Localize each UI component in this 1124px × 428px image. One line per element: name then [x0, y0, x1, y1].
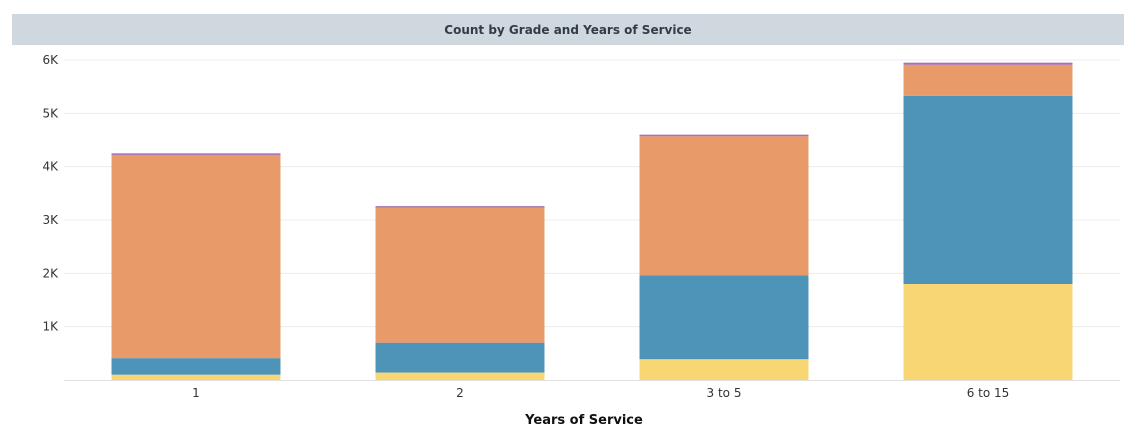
bar-segment: [375, 206, 545, 208]
bar-segment: [639, 134, 809, 137]
x-axis-title: Years of Service: [524, 413, 643, 428]
chart-title-bar: Count by Grade and Years of Service: [12, 14, 1124, 45]
x-tick-label: 1: [192, 386, 200, 400]
y-tick-label: 1K: [42, 320, 59, 334]
bar-segment: [375, 207, 545, 343]
bar-segment: [111, 153, 281, 155]
x-axis: 1 2 3 to 5 6 to 15: [64, 380, 1120, 400]
y-tick-label: 5K: [42, 106, 59, 120]
bar-segment: [639, 136, 809, 276]
x-tick-label: 6 to 15: [967, 386, 1010, 400]
bar-segment: [111, 154, 281, 359]
x-tick-label: 3 to 5: [707, 386, 742, 400]
y-tick-label: 3K: [42, 213, 59, 227]
bar-segment: [903, 64, 1073, 96]
chart-title: Count by Grade and Years of Service: [444, 22, 692, 37]
bar-segment: [375, 342, 545, 373]
bar-segment: [111, 358, 281, 375]
y-axis: 1K 2K 3K 4K 5K 6K: [42, 53, 59, 334]
bar-segment: [903, 284, 1073, 380]
bar-segment: [903, 62, 1073, 65]
bar-segment: [111, 374, 281, 380]
y-tick-label: 6K: [42, 53, 59, 67]
x-tick-label: 2: [456, 386, 464, 400]
bar-segment: [639, 275, 809, 360]
bar-segment: [639, 359, 809, 380]
bar-segment: [903, 95, 1073, 284]
y-tick-label: 4K: [42, 160, 59, 174]
y-tick-label: 2K: [42, 266, 59, 280]
bar-segment: [375, 372, 545, 380]
bars: [111, 62, 1073, 380]
